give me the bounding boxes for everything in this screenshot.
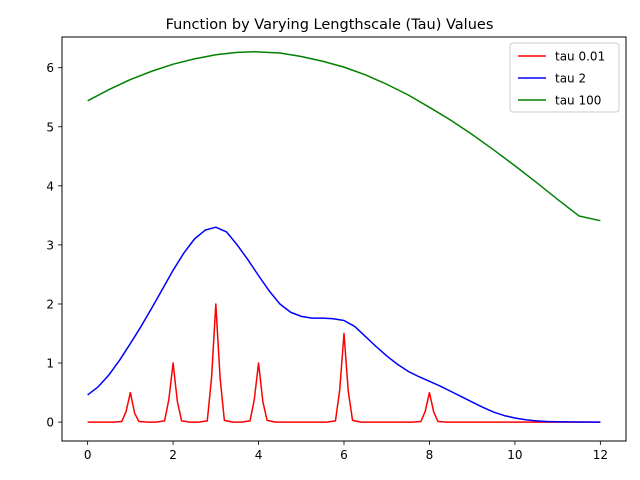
series-line-tau-100 — [87, 51, 601, 222]
series-line-tau-0.01 — [87, 303, 601, 423]
x-tick-label: 2 — [169, 448, 177, 462]
chart-title: Function by Varying Lengthscale (Tau) Va… — [166, 17, 494, 33]
y-tick-label: 1 — [46, 357, 54, 371]
x-tick-label: 8 — [426, 448, 434, 462]
y-tick-label: 0 — [46, 416, 54, 430]
legend-label: tau 0.01 — [555, 50, 605, 64]
plot-lines — [87, 51, 601, 423]
y-tick-label: 6 — [46, 61, 54, 75]
legend-label: tau 100 — [555, 94, 601, 108]
x-tick-label: 10 — [507, 448, 522, 462]
x-axis: 0 2 4 6 8 10 12 — [84, 441, 608, 462]
y-tick-label: 5 — [46, 120, 54, 134]
y-tick-label: 3 — [46, 238, 54, 252]
y-axis: 0 1 2 3 4 5 6 — [46, 61, 62, 430]
legend-box — [509, 42, 620, 113]
series-line-tau-2 — [87, 226, 601, 423]
x-tick-label: 6 — [340, 448, 348, 462]
x-tick-label: 4 — [255, 448, 263, 462]
legend: tau 0.01 tau 2 tau 100 — [509, 42, 620, 113]
y-tick-label: 4 — [46, 179, 54, 193]
x-tick-label: 0 — [84, 448, 92, 462]
legend-label: tau 2 — [555, 72, 586, 86]
y-tick-label: 2 — [46, 297, 54, 311]
x-tick-label: 12 — [593, 448, 608, 462]
